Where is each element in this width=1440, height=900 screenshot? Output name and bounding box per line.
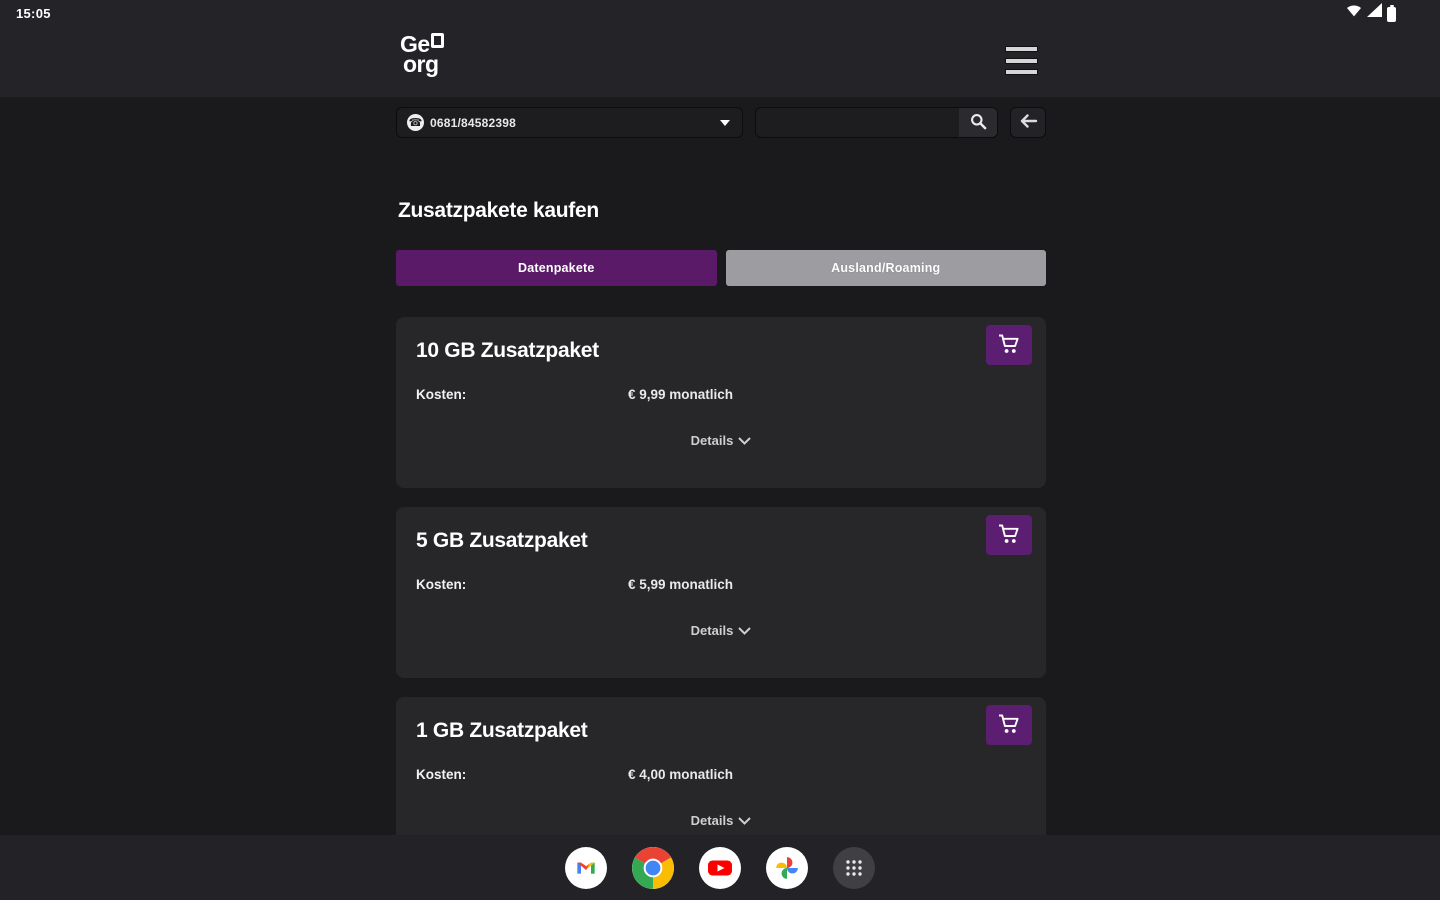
add-to-cart-button[interactable] <box>986 515 1032 555</box>
cost-label: Kosten: <box>416 767 467 782</box>
chevron-down-icon <box>733 623 752 638</box>
status-clock: 15:05 <box>16 6 51 21</box>
back-button[interactable] <box>1010 107 1046 138</box>
status-icons <box>1346 3 1396 22</box>
cost-row: Kosten: € 4,00 monatlich <box>416 767 1026 782</box>
search-field-group <box>755 107 998 138</box>
phone-icon: ☎ <box>407 114 424 131</box>
shopping-cart-icon <box>997 713 1021 738</box>
app-drawer-icon[interactable] <box>833 846 875 889</box>
tab-bar: Datenpakete Ausland/Roaming <box>396 250 1046 286</box>
chevron-down-icon <box>733 813 752 828</box>
logo-square-icon <box>430 33 444 48</box>
cost-value: € 9,99 monatlich <box>628 387 734 402</box>
shopping-cart-icon <box>997 523 1021 548</box>
shopping-cart-icon <box>997 333 1021 358</box>
search-input[interactable] <box>756 108 959 137</box>
cost-row: Kosten: € 5,99 monatlich <box>416 577 1026 592</box>
package-card-10gb: 10 GB Zusatzpaket Kosten: € 9,99 monatli… <box>396 317 1046 488</box>
chrome-icon[interactable] <box>632 846 674 889</box>
add-to-cart-button[interactable] <box>986 705 1032 745</box>
logo-line2: org <box>403 50 439 77</box>
search-button[interactable] <box>959 108 997 137</box>
details-label: Details <box>690 433 734 448</box>
details-toggle[interactable]: Details <box>416 433 1026 448</box>
chevron-down-icon <box>733 433 752 448</box>
package-title: 1 GB Zusatzpaket <box>416 719 588 742</box>
details-label: Details <box>690 623 734 638</box>
taskbar <box>0 835 1440 900</box>
signal-icon <box>1367 3 1382 22</box>
page-title: Zusatzpakete kaufen <box>398 199 599 222</box>
phone-number-value: 0681/84582398 <box>430 115 517 130</box>
details-toggle[interactable]: Details <box>416 623 1026 638</box>
cost-row: Kosten: € 9,99 monatlich <box>416 387 1026 402</box>
hamburger-menu-icon[interactable] <box>1005 46 1038 75</box>
cost-value: € 5,99 monatlich <box>628 577 734 592</box>
package-title: 5 GB Zusatzpaket <box>416 529 588 552</box>
gmail-icon[interactable] <box>565 846 607 889</box>
details-label: Details <box>690 813 734 828</box>
wifi-icon <box>1346 4 1362 22</box>
battery-icon <box>1387 5 1396 22</box>
tab-ausland-roaming[interactable]: Ausland/Roaming <box>725 250 1046 286</box>
toolbar: ☎ 0681/84582398 <box>396 107 1046 138</box>
google-photos-icon[interactable] <box>766 846 808 889</box>
cost-label: Kosten: <box>416 387 467 402</box>
logo-line1: Ge <box>400 31 430 57</box>
package-card-5gb: 5 GB Zusatzpaket Kosten: € 5,99 monatlic… <box>396 507 1046 678</box>
cost-value: € 4,00 monatlich <box>628 767 734 782</box>
tab-datenpakete[interactable]: Datenpakete <box>396 250 717 286</box>
details-toggle[interactable]: Details <box>416 813 1026 828</box>
app-header: 15:05 Ge org <box>0 0 1440 97</box>
youtube-icon[interactable] <box>699 846 741 889</box>
package-title: 10 GB Zusatzpaket <box>416 339 599 362</box>
package-list: 10 GB Zusatzpaket Kosten: € 9,99 monatli… <box>396 317 1046 887</box>
back-arrow-icon <box>1019 113 1038 132</box>
add-to-cart-button[interactable] <box>986 325 1032 365</box>
dropdown-caret-icon <box>720 119 730 126</box>
phone-number-select[interactable]: ☎ 0681/84582398 <box>396 107 743 138</box>
search-icon <box>970 113 987 133</box>
cost-label: Kosten: <box>416 577 467 592</box>
georg-logo: Ge org <box>400 31 444 77</box>
